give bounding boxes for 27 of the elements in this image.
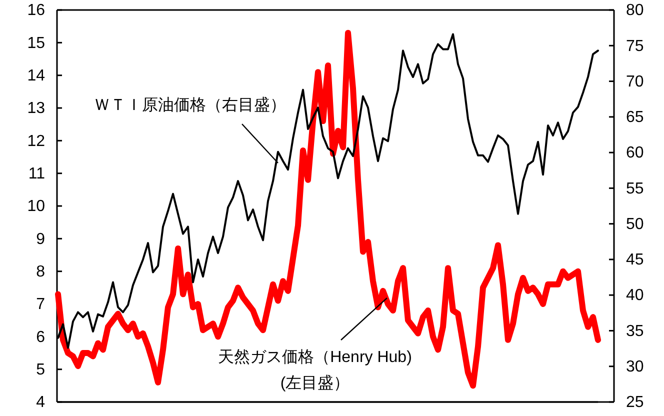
y2-tick-label: 80 [626,2,644,20]
y2-tick-label: 60 [626,144,644,162]
series-label: ＷＴＩ原油価格（右目盛） [94,96,286,114]
series-label: 天然ガス価格（Henry Hub) (左目盛） [218,349,412,392]
y2-tick-label: 30 [626,358,644,376]
y-tick-label: 16 [27,2,46,20]
y-tick-label: 10 [27,198,46,216]
y2-tick-label: 50 [626,216,644,233]
y2-tick-label: 55 [626,180,644,198]
y2-tick-label: 25 [626,394,644,412]
y-tick-label: 9 [36,230,46,248]
y-tick-label: 6 [36,328,46,346]
y-tick-label: 4 [36,394,46,412]
y-tick-label: 15 [27,34,46,52]
y-tick-label: 5 [36,361,46,378]
y2-tick-label: 75 [626,38,644,55]
y-tick-label: 14 [27,67,46,84]
y-tick-label: 13 [27,100,46,118]
y2-tick-label: 70 [626,73,644,90]
y2-tick-label: 65 [626,109,644,126]
y-tick-label: 11 [28,165,46,182]
y-tick-label: 12 [27,132,46,150]
y2-tick-label: 45 [626,252,644,269]
y-tick-label: 8 [36,263,46,280]
y-tick-label: 7 [36,296,46,314]
y2-tick-label: 40 [626,287,644,304]
y2-tick-label: 35 [626,322,644,340]
